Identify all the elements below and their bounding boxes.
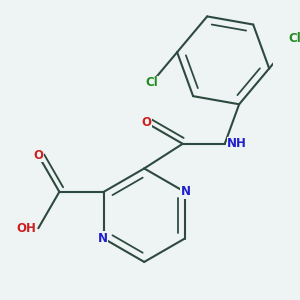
Text: O: O	[33, 149, 43, 162]
Text: OH: OH	[16, 222, 36, 235]
Text: N: N	[98, 232, 107, 245]
Text: NH: NH	[227, 137, 247, 150]
Text: Cl: Cl	[288, 32, 300, 44]
Text: O: O	[141, 116, 151, 129]
Text: N: N	[181, 185, 191, 198]
Text: Cl: Cl	[145, 76, 158, 89]
